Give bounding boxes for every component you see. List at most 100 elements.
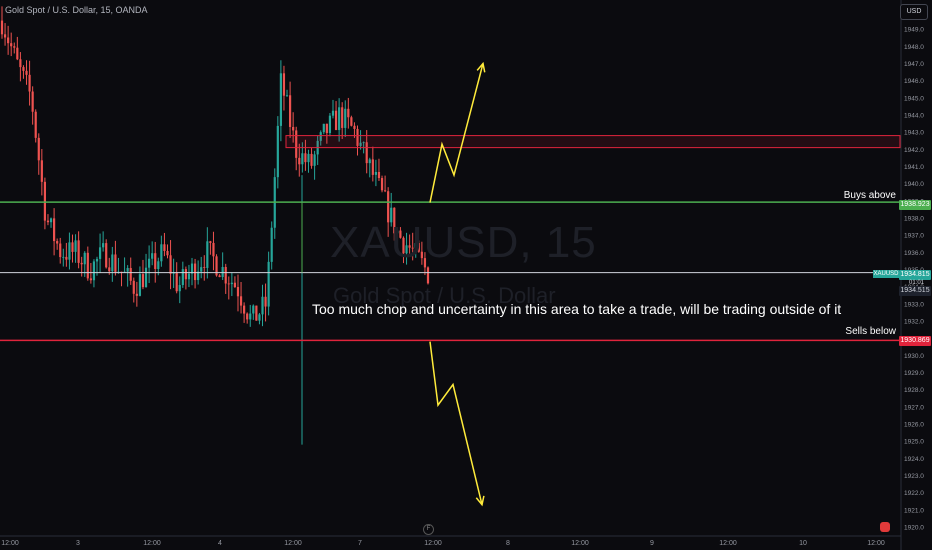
time-tick-label: 4 <box>218 540 222 547</box>
candle-body <box>123 271 126 273</box>
candle-body <box>393 207 396 234</box>
candle-body <box>141 274 145 288</box>
candle-body <box>261 296 264 315</box>
candle-body <box>377 172 381 179</box>
price-tick-label: 1929.0 <box>904 370 924 377</box>
price-tick-label: 1923.0 <box>904 473 924 480</box>
candle-body <box>270 227 273 262</box>
candle-body <box>243 305 246 314</box>
price-tick-label: 1925.0 <box>904 439 924 446</box>
candle-body <box>13 46 16 48</box>
candle-body <box>359 142 362 146</box>
candle-body <box>215 256 218 276</box>
candle-body <box>178 285 181 292</box>
candle-body <box>105 243 108 268</box>
candle-body <box>19 59 22 68</box>
candle-body <box>80 262 83 265</box>
tradingview-logo-icon[interactable] <box>880 522 890 532</box>
time-tick-label: 12:00 <box>424 540 442 547</box>
candle-body <box>59 243 62 258</box>
candle-body <box>218 275 221 278</box>
candle-body <box>224 266 227 284</box>
candle-body <box>40 160 43 182</box>
candle-body <box>344 108 347 128</box>
candle-body <box>138 274 142 296</box>
candle-body <box>49 218 53 223</box>
candle-body <box>402 237 405 254</box>
currency-badge[interactable]: USD <box>900 4 928 20</box>
price-tick-label: 1949.0 <box>904 27 924 34</box>
bar-countdown: 01:01 <box>908 280 924 286</box>
candle-body <box>405 245 408 254</box>
candle-body <box>56 241 59 244</box>
candle-body <box>304 153 307 163</box>
candle-body <box>408 245 411 248</box>
time-tick-label: 12:00 <box>719 540 737 547</box>
candle-body <box>16 47 19 60</box>
candle-body <box>31 91 34 112</box>
candle-body <box>151 253 154 259</box>
candle-body <box>396 230 399 234</box>
candle-body <box>43 181 47 221</box>
price-tick-label: 1933.0 <box>904 301 924 308</box>
price-tick-label: 1928.0 <box>904 387 924 394</box>
candle-body <box>292 126 295 131</box>
candle-body <box>68 242 71 260</box>
candle-body <box>22 67 25 71</box>
candle-body <box>144 267 148 288</box>
candle-body <box>285 95 289 97</box>
candle-body <box>288 95 292 127</box>
candle-body <box>236 287 240 297</box>
candle-body <box>166 250 169 256</box>
price-tick-label: 1922.0 <box>904 490 924 497</box>
candle-body <box>117 271 120 273</box>
candle-body <box>197 271 200 281</box>
candle-body <box>325 123 328 134</box>
time-tick-label: 7 <box>358 540 362 547</box>
price-tick-label: 1920.0 <box>904 525 924 532</box>
candle-body <box>157 261 160 270</box>
time-tick-label: 12:00 <box>867 540 885 547</box>
candle-body <box>28 74 31 92</box>
bullish-projection-arrow <box>429 63 484 203</box>
candle-body <box>126 268 129 272</box>
candle-body <box>420 251 423 259</box>
candle-body <box>206 241 209 268</box>
candle-body <box>114 254 117 272</box>
price-tick-label: 1938.0 <box>904 216 924 223</box>
candle-body <box>135 293 138 296</box>
price-tick-label: 1941.0 <box>904 164 924 171</box>
candle-body <box>181 269 184 286</box>
price-tick-label: 1937.0 <box>904 233 924 240</box>
chart-title: Gold Spot / U.S. Dollar, 15, OANDA <box>5 5 148 15</box>
candle-body <box>77 240 80 263</box>
candle-body <box>95 258 99 262</box>
candle-body <box>62 256 65 258</box>
price-tick-label: 1948.0 <box>904 44 924 51</box>
price-tick-label: 1926.0 <box>904 422 924 429</box>
candle-body <box>92 261 96 281</box>
time-tick-label: 12:00 <box>571 540 589 547</box>
fullscreen-icon[interactable]: F <box>423 524 434 535</box>
candle-body <box>350 117 353 126</box>
candle-body <box>301 153 304 165</box>
candle-body <box>371 159 374 175</box>
candle-body <box>417 243 420 252</box>
price-tick-label: 1924.0 <box>904 456 924 463</box>
watermark-symbol: XAUUSD, 15 <box>330 218 597 267</box>
candle-body <box>163 244 166 251</box>
candle-body <box>89 278 92 281</box>
candle-body <box>148 258 151 268</box>
candle-body <box>200 267 203 272</box>
candle-body <box>387 191 390 223</box>
candle-body <box>7 37 10 44</box>
candle-body <box>132 280 135 294</box>
bearish-projection-arrow-head <box>475 495 485 507</box>
time-tick-label: 9 <box>650 540 654 547</box>
bearish-projection-arrow <box>429 341 483 505</box>
candle-body <box>258 314 261 321</box>
candle-body <box>246 313 249 320</box>
buys-price-tag: 1938.923 <box>899 200 931 210</box>
